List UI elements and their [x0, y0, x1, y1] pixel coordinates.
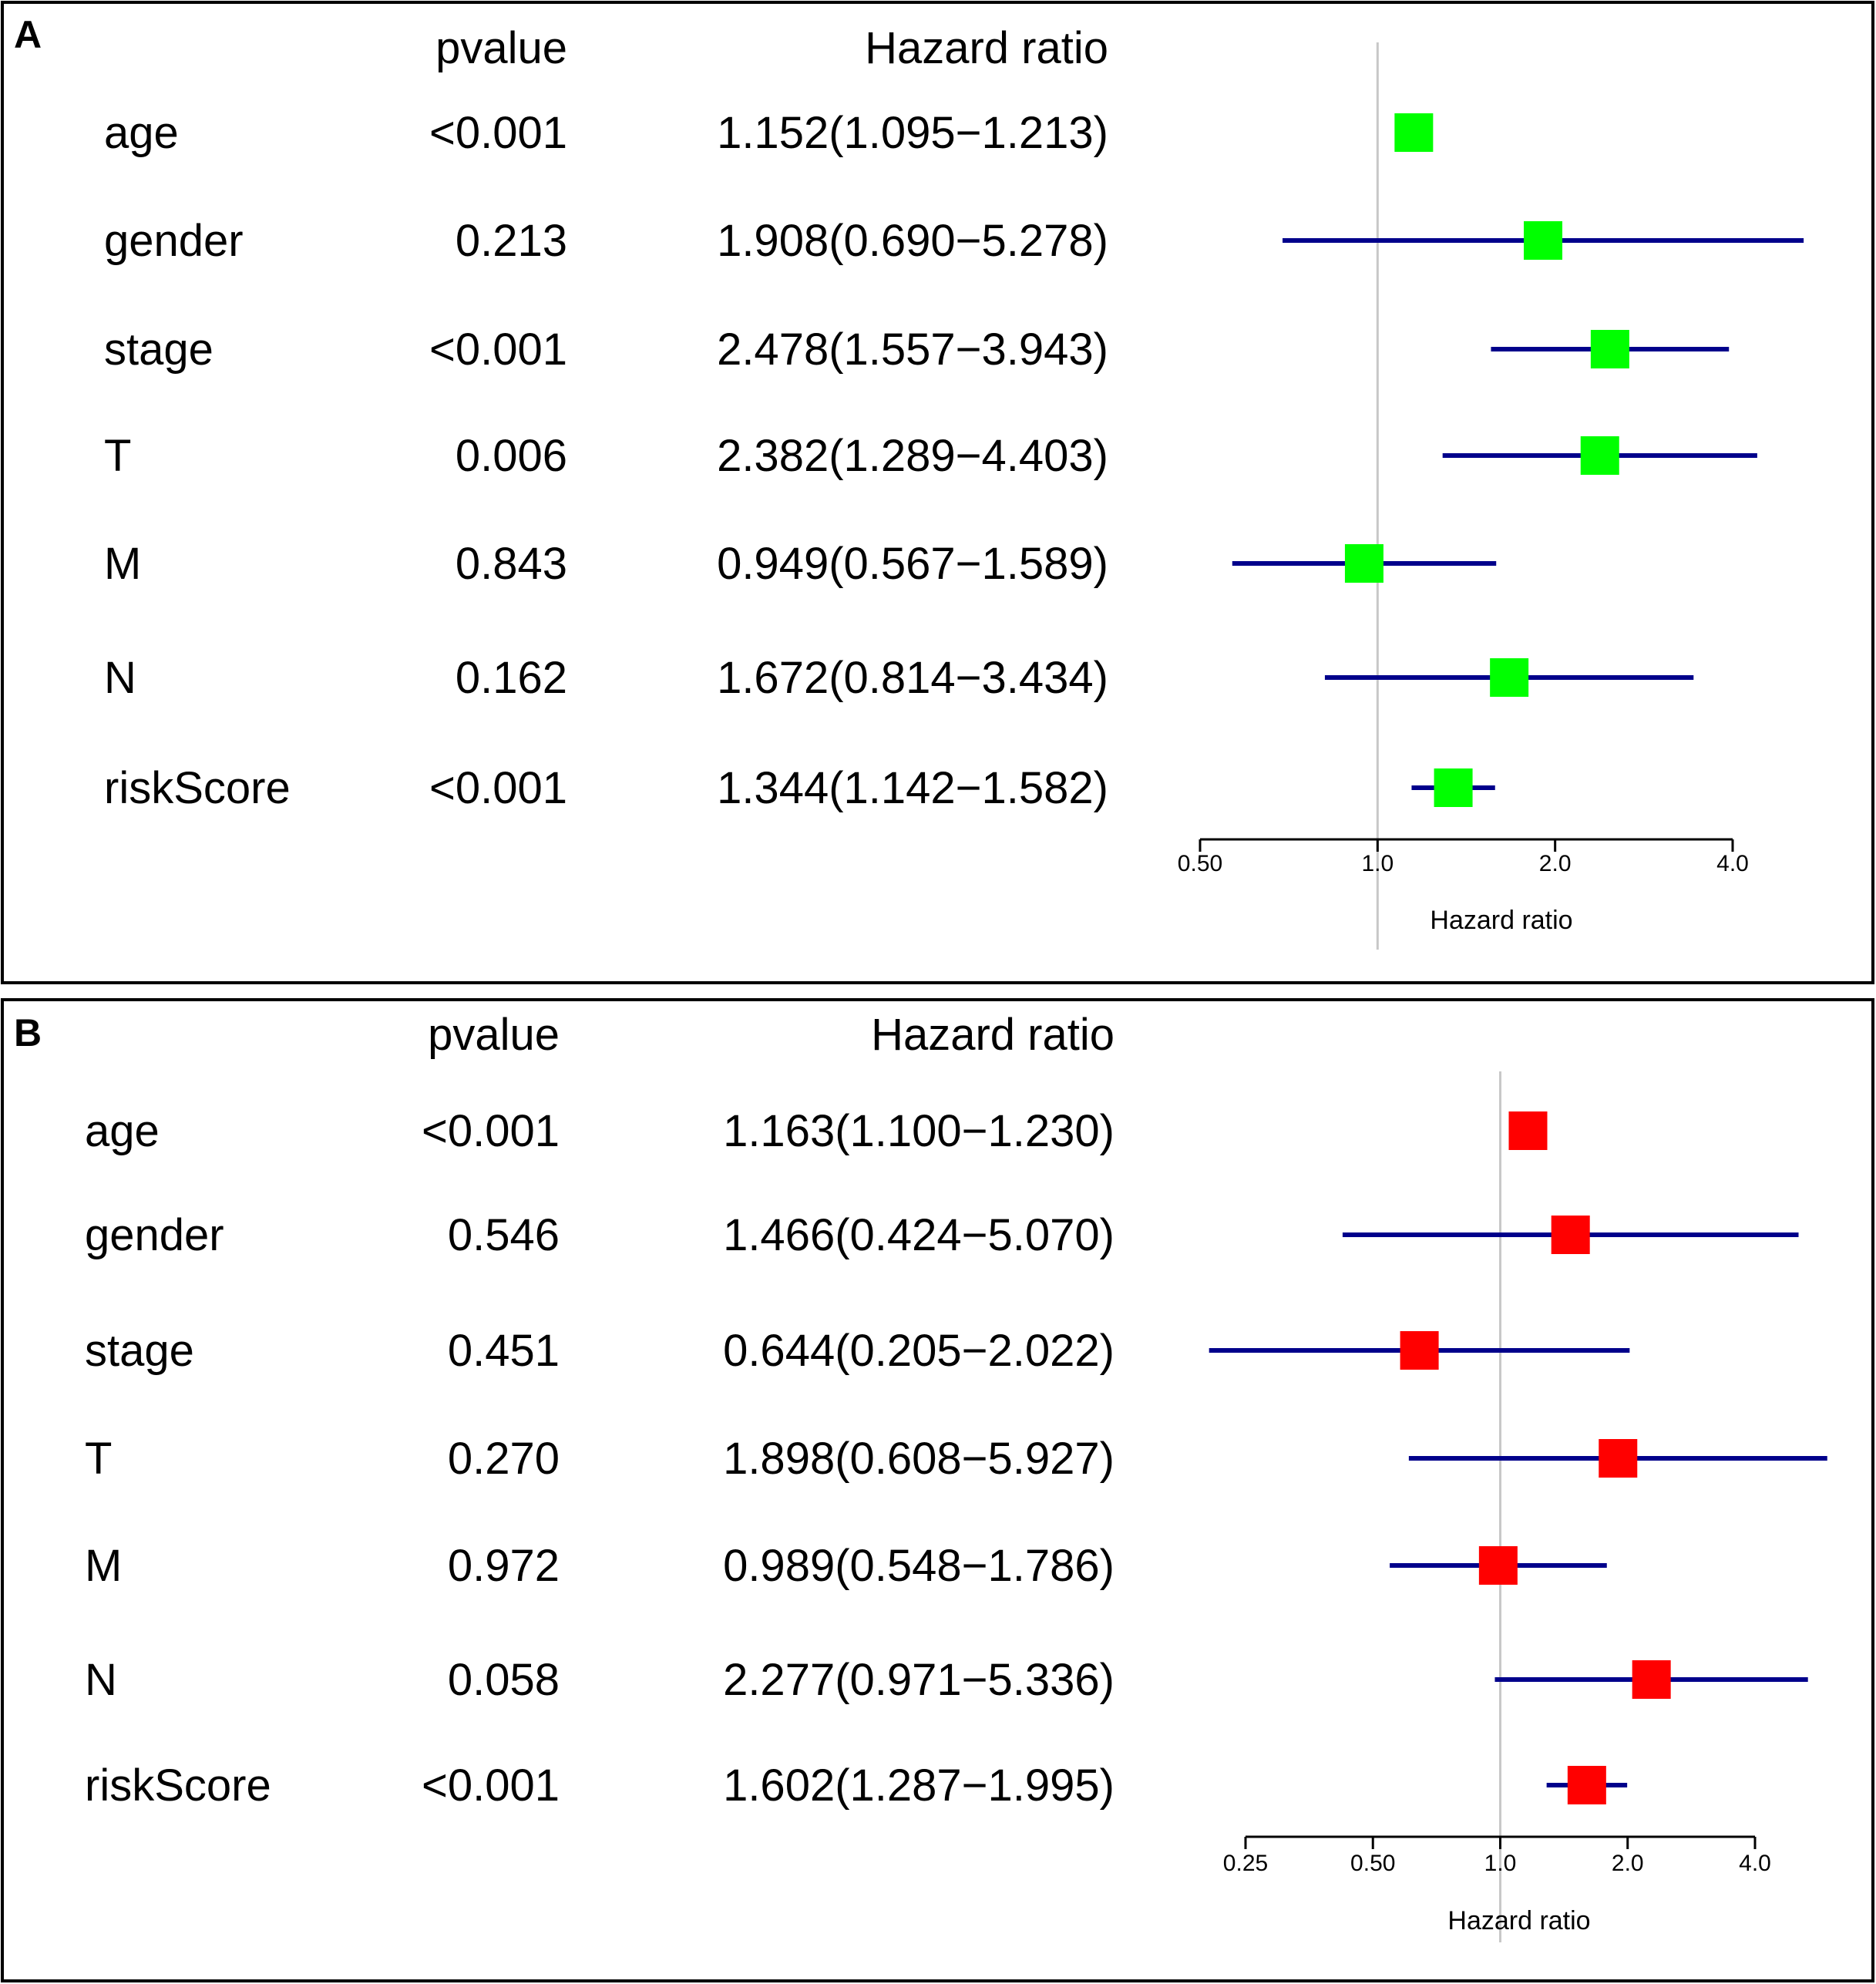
row-variable-label: T [104, 431, 131, 481]
hr-marker [1490, 658, 1529, 697]
hr-marker [1551, 1216, 1590, 1254]
hr-marker [1434, 768, 1473, 807]
row-pvalue: 0.451 [448, 1326, 560, 1376]
row-variable-label: riskScore [85, 1760, 271, 1811]
panel-frame [1, 998, 1874, 1982]
x-tick-label: 0.50 [1350, 1851, 1395, 1876]
row-pvalue: <0.001 [429, 325, 567, 375]
hr-marker [1599, 1439, 1638, 1478]
x-tick-label: 0.25 [1223, 1851, 1268, 1876]
row-hazard-ratio-text: 1.898(0.608−5.927) [723, 1434, 1115, 1484]
row-variable-label: stage [104, 325, 213, 375]
row-pvalue: <0.001 [422, 1106, 560, 1156]
row-pvalue: <0.001 [422, 1760, 560, 1811]
x-tick-label: 4.0 [1716, 851, 1749, 876]
row-hazard-ratio-text: 2.478(1.557−3.943) [717, 325, 1108, 375]
hr-marker [1478, 1546, 1518, 1585]
row-variable-label: N [85, 1655, 117, 1705]
row-pvalue: 0.546 [448, 1210, 560, 1260]
row-variable-label: riskScore [104, 763, 291, 813]
header-hazard-ratio: Hazard ratio [871, 1010, 1115, 1060]
x-tick-label: 2.0 [1539, 851, 1572, 876]
row-variable-label: M [85, 1541, 122, 1591]
x-tick-label: 1.0 [1484, 1851, 1517, 1876]
row-hazard-ratio-text: 1.602(1.287−1.995) [723, 1760, 1115, 1811]
x-axis-label: Hazard ratio [1430, 906, 1572, 935]
row-pvalue: <0.001 [429, 763, 567, 813]
x-tick-label: 4.0 [1739, 1851, 1771, 1876]
row-pvalue: <0.001 [429, 108, 567, 158]
header-pvalue: pvalue [428, 1010, 560, 1060]
row-hazard-ratio-text: 1.672(0.814−3.434) [717, 653, 1108, 703]
header-hazard-ratio: Hazard ratio [865, 23, 1108, 73]
row-hazard-ratio-text: 0.949(0.567−1.589) [717, 539, 1108, 589]
row-variable-label: gender [104, 216, 244, 266]
row-variable-label: age [104, 108, 179, 158]
row-pvalue: 0.843 [456, 539, 567, 589]
row-variable-label: N [104, 653, 136, 703]
header-pvalue: pvalue [435, 23, 567, 73]
hr-marker [1567, 1766, 1606, 1804]
hr-marker [1580, 436, 1619, 475]
row-hazard-ratio-text: 1.163(1.100−1.230) [723, 1106, 1115, 1156]
hr-marker [1590, 330, 1629, 368]
hr-marker [1344, 544, 1383, 583]
hr-marker [1632, 1660, 1671, 1699]
row-hazard-ratio-text: 2.277(0.971−5.336) [723, 1655, 1115, 1705]
panel-label: B [14, 1011, 42, 1054]
row-variable-label: stage [85, 1326, 194, 1376]
x-tick-label: 1.0 [1361, 851, 1394, 876]
hr-marker [1508, 1111, 1548, 1150]
x-tick-label: 2.0 [1612, 1851, 1644, 1876]
row-pvalue: 0.270 [448, 1434, 560, 1484]
row-pvalue: 0.213 [456, 216, 567, 266]
row-pvalue: 0.972 [448, 1541, 560, 1591]
row-hazard-ratio-text: 0.644(0.205−2.022) [723, 1326, 1115, 1376]
hr-marker [1400, 1331, 1439, 1370]
x-tick-label: 0.50 [1178, 851, 1222, 876]
row-hazard-ratio-text: 1.466(0.424−5.070) [723, 1210, 1115, 1260]
row-hazard-ratio-text: 0.989(0.548−1.786) [723, 1541, 1115, 1591]
row-hazard-ratio-text: 1.908(0.690−5.278) [717, 216, 1108, 266]
row-variable-label: age [85, 1106, 160, 1156]
row-hazard-ratio-text: 2.382(1.289−4.403) [717, 431, 1108, 481]
row-hazard-ratio-text: 1.344(1.142−1.582) [717, 763, 1108, 813]
row-variable-label: gender [85, 1210, 224, 1260]
row-variable-label: M [104, 539, 141, 589]
row-pvalue: 0.006 [456, 431, 567, 481]
row-hazard-ratio-text: 1.152(1.095−1.213) [717, 108, 1108, 158]
row-pvalue: 0.058 [448, 1655, 560, 1705]
hr-marker [1394, 113, 1434, 152]
row-variable-label: T [85, 1434, 112, 1484]
hr-marker [1524, 221, 1563, 260]
x-axis-label: Hazard ratio [1447, 1906, 1590, 1935]
panel-label: A [14, 13, 42, 56]
panel-frame [1, 1, 1874, 984]
row-pvalue: 0.162 [456, 653, 567, 703]
